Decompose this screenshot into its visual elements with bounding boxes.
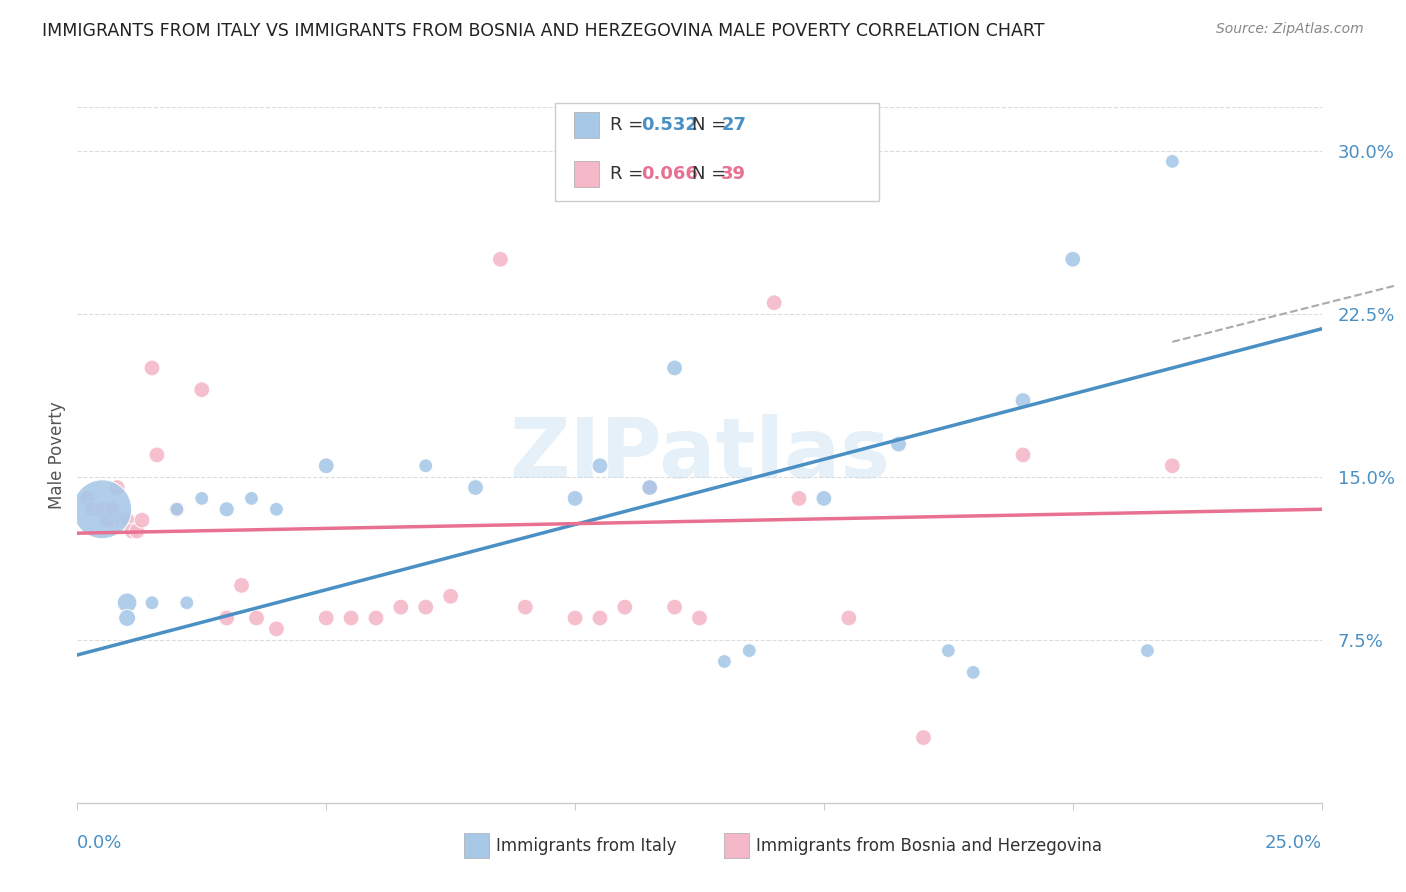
Point [125, 524, 148, 538]
Point [91, 502, 114, 516]
Text: Immigrants from Italy: Immigrants from Italy [496, 837, 676, 855]
Text: Source: ZipAtlas.com: Source: ZipAtlas.com [1216, 22, 1364, 37]
Point [166, 502, 188, 516]
Point [787, 491, 810, 506]
Point [689, 611, 711, 625]
Point [415, 600, 437, 615]
Text: Immigrants from Bosnia and Herzegovina: Immigrants from Bosnia and Herzegovina [756, 837, 1102, 855]
Point [515, 600, 537, 615]
Point [564, 491, 586, 506]
Point [176, 596, 198, 610]
Point [115, 513, 138, 527]
Point [1062, 252, 1084, 267]
Y-axis label: Male Poverty: Male Poverty [48, 401, 66, 508]
Text: 39: 39 [721, 165, 747, 183]
Point [96, 513, 118, 527]
Text: N =: N = [692, 116, 731, 134]
Text: 25.0%: 25.0% [1264, 834, 1322, 852]
Point [115, 611, 138, 625]
Point [589, 458, 612, 473]
Text: IMMIGRANTS FROM ITALY VS IMMIGRANTS FROM BOSNIA AND HERZEGOVINA MALE POVERTY COR: IMMIGRANTS FROM ITALY VS IMMIGRANTS FROM… [42, 22, 1045, 40]
Point [912, 731, 935, 745]
Point [415, 458, 437, 473]
Point [664, 360, 686, 375]
Point [131, 513, 153, 527]
Point [838, 611, 860, 625]
Point [1012, 448, 1035, 462]
Point [111, 513, 134, 527]
Point [105, 481, 128, 495]
Point [315, 458, 337, 473]
Point [1161, 154, 1184, 169]
Point [340, 611, 363, 625]
Point [638, 481, 661, 495]
Point [82, 502, 104, 516]
Text: 0.066: 0.066 [641, 165, 697, 183]
Point [315, 611, 337, 625]
Point [1161, 458, 1184, 473]
Point [1136, 643, 1159, 657]
Point [664, 600, 686, 615]
Text: R =: R = [610, 165, 650, 183]
Point [91, 502, 114, 516]
Text: ZIPatlas: ZIPatlas [509, 415, 890, 495]
Text: N =: N = [692, 165, 731, 183]
Point [101, 502, 124, 516]
Point [763, 295, 786, 310]
Point [464, 481, 486, 495]
Point [215, 502, 238, 516]
Point [1012, 393, 1035, 408]
Point [440, 589, 463, 603]
Point [638, 481, 661, 495]
Point [266, 502, 288, 516]
Point [813, 491, 835, 506]
Point [266, 622, 288, 636]
Point [166, 502, 188, 516]
Point [713, 655, 735, 669]
Point [191, 491, 214, 506]
Point [191, 383, 214, 397]
Point [141, 596, 163, 610]
Point [738, 643, 761, 657]
Point [962, 665, 984, 680]
Point [364, 611, 387, 625]
Text: 0.0%: 0.0% [77, 834, 122, 852]
Point [141, 360, 163, 375]
Point [613, 600, 636, 615]
Point [115, 596, 138, 610]
Point [76, 491, 98, 506]
Point [231, 578, 253, 592]
Point [146, 448, 169, 462]
Text: R =: R = [610, 116, 650, 134]
Point [489, 252, 512, 267]
Point [938, 643, 960, 657]
Point [564, 611, 586, 625]
Point [240, 491, 263, 506]
Text: 27: 27 [721, 116, 747, 134]
Text: 0.532: 0.532 [641, 116, 697, 134]
Point [389, 600, 412, 615]
Point [215, 611, 238, 625]
Point [589, 611, 612, 625]
Point [887, 437, 910, 451]
Point [121, 524, 143, 538]
Point [245, 611, 267, 625]
